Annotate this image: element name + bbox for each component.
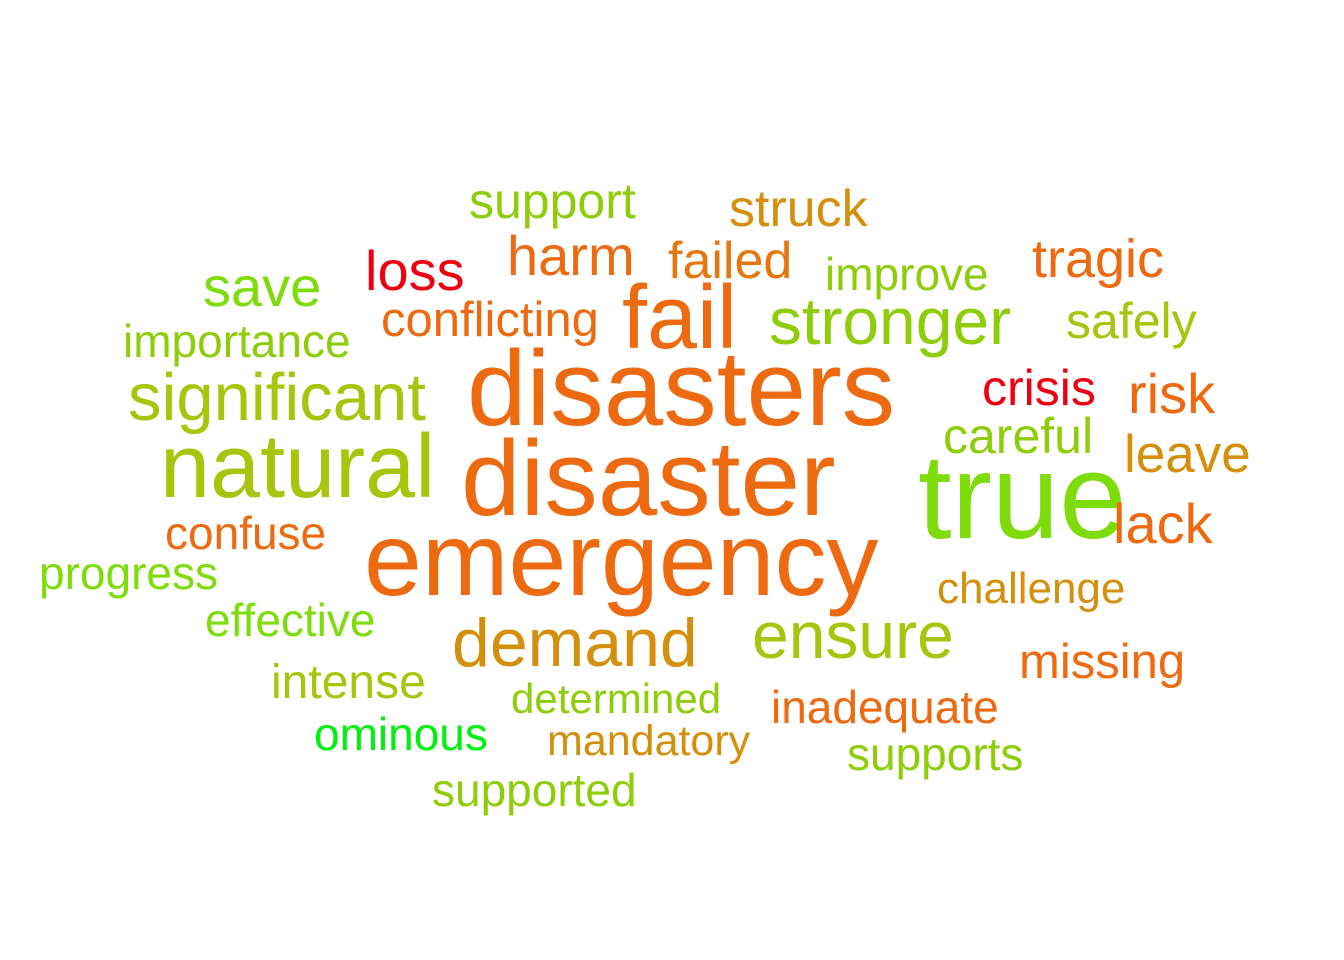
word-determined: determined (511, 675, 722, 722)
word-support: support (469, 173, 636, 229)
word-tragic: tragic (1032, 229, 1165, 289)
word-loss: loss (365, 239, 465, 302)
word-save: save (203, 255, 322, 318)
word-missing: missing (1019, 635, 1186, 689)
word-true: true (918, 428, 1127, 564)
word-demand: demand (452, 605, 698, 681)
word-conflicting: conflicting (381, 293, 599, 347)
word-significant: significant (128, 360, 426, 435)
word-stronger: stronger (769, 284, 1012, 358)
word-importance: importance (123, 315, 351, 367)
word-harm: harm (507, 224, 635, 287)
word-lack: lack (1113, 492, 1213, 555)
word-inadequate: inadequate (771, 681, 999, 733)
word-improve: improve (825, 248, 989, 300)
word-effective: effective (205, 594, 376, 646)
word-ominous: ominous (314, 708, 488, 760)
word-fail: fail (622, 268, 738, 368)
word-failed: failed (668, 232, 793, 290)
word-disasters: disasters (467, 328, 896, 448)
word-supported: supported (432, 764, 637, 816)
word-disaster: disaster (461, 418, 836, 538)
word-challenge: challenge (937, 564, 1126, 613)
word-risk: risk (1128, 362, 1216, 425)
word-intense: intense (271, 656, 426, 709)
word-supports: supports (847, 728, 1024, 780)
word-crisis: crisis (982, 360, 1096, 416)
word-progress: progress (39, 547, 218, 599)
word-natural: natural (160, 417, 436, 517)
word-struck: struck (729, 180, 868, 238)
word-safely: safely (1066, 293, 1197, 349)
word-confuse: confuse (165, 507, 327, 559)
word-leave: leave (1124, 425, 1251, 484)
word-emergency: emergency (364, 502, 879, 618)
word-ensure: ensure (752, 598, 954, 672)
word-careful: careful (943, 408, 1094, 464)
word-mandatory: mandatory (547, 717, 751, 765)
